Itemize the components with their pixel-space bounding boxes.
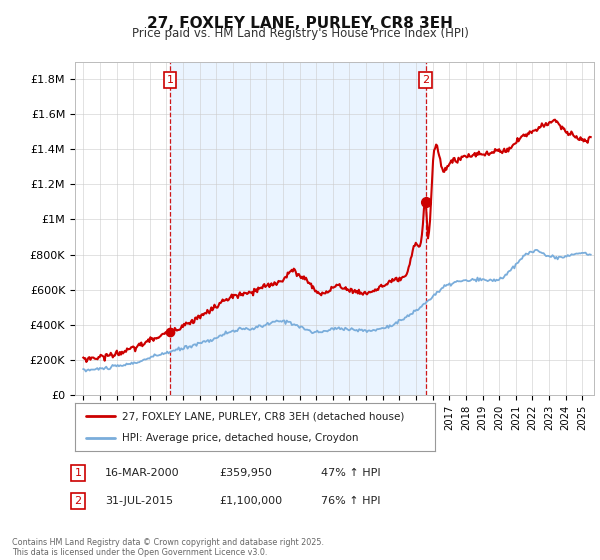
Text: 1: 1	[166, 75, 173, 85]
Text: 2: 2	[74, 496, 82, 506]
Text: £1,100,000: £1,100,000	[219, 496, 282, 506]
Text: 16-MAR-2000: 16-MAR-2000	[105, 468, 179, 478]
Bar	[170, 62, 425, 395]
Text: 27, FOXLEY LANE, PURLEY, CR8 3EH (detached house): 27, FOXLEY LANE, PURLEY, CR8 3EH (detach…	[122, 411, 404, 421]
Text: Price paid vs. HM Land Registry's House Price Index (HPI): Price paid vs. HM Land Registry's House …	[131, 27, 469, 40]
Text: £359,950: £359,950	[219, 468, 272, 478]
Text: 27, FOXLEY LANE, PURLEY, CR8 3EH: 27, FOXLEY LANE, PURLEY, CR8 3EH	[147, 16, 453, 31]
Text: 76% ↑ HPI: 76% ↑ HPI	[321, 496, 380, 506]
Text: 47% ↑ HPI: 47% ↑ HPI	[321, 468, 380, 478]
Text: HPI: Average price, detached house, Croydon: HPI: Average price, detached house, Croy…	[122, 433, 358, 443]
Text: 31-JUL-2015: 31-JUL-2015	[105, 496, 173, 506]
Text: 1: 1	[74, 468, 82, 478]
Text: 2: 2	[422, 75, 429, 85]
Text: Contains HM Land Registry data © Crown copyright and database right 2025.
This d: Contains HM Land Registry data © Crown c…	[12, 538, 324, 557]
